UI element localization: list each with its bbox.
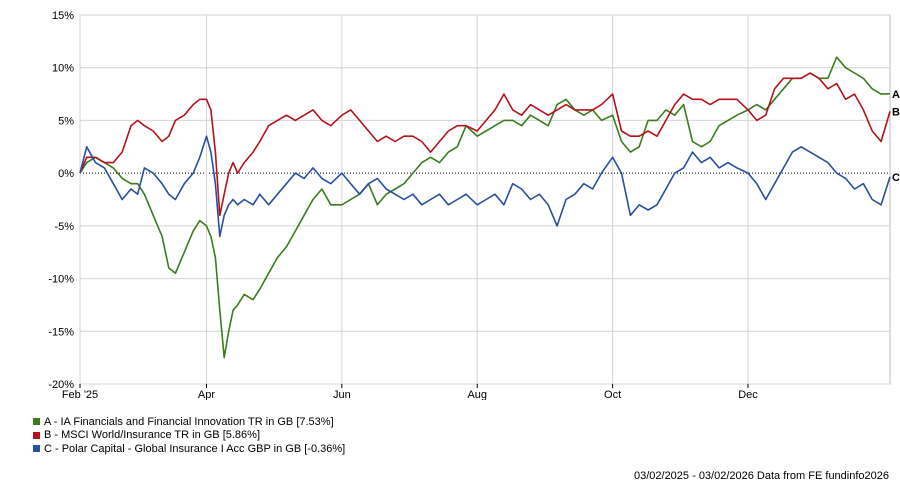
date-range-footer: 03/02/2025 - 03/02/2026 Data from FE fun… — [633, 470, 889, 482]
legend-swatch-c — [33, 445, 40, 452]
legend-label-b: B - MSCI World/Insurance TR in GB [5.86%… — [44, 429, 261, 441]
series-line-b — [79, 72, 891, 217]
x-tick-label: Jun — [333, 389, 351, 400]
y-axis-tick-labels: 15% 10% 5% 0% -5% -10% -15% -20% — [48, 10, 74, 391]
legend-swatch-a — [33, 418, 40, 425]
x-tick-label: Dec — [738, 389, 758, 400]
line-chart: 15% 10% 5% 0% -5% -10% -15% -20% Feb '25 Apr Jun A… — [48, 10, 900, 400]
legend-label-a: A - IA Financials and Financial Innovati… — [44, 415, 334, 428]
series-end-label-a: A — [892, 89, 900, 101]
series-end-label-c: C — [892, 172, 900, 184]
x-tick-label: Oct — [604, 389, 621, 400]
series-end-label-b: B — [892, 106, 900, 118]
y-tick-label: 5% — [58, 115, 74, 127]
series-line-c — [79, 135, 891, 238]
series-lines — [79, 56, 891, 359]
legend: A - IA Financials and Financial Innovati… — [33, 415, 345, 456]
x-tick-label: Feb '25 — [62, 389, 98, 400]
x-tick-label: Aug — [467, 389, 487, 400]
y-tick-label: 10% — [52, 63, 74, 75]
y-tick-label: -15% — [48, 326, 74, 338]
legend-item-a: A - IA Financials and Financial Innovati… — [33, 415, 345, 428]
y-tick-label: -20% — [48, 379, 74, 391]
x-axis-tick-labels: Feb '25 Apr Jun Aug Oct Dec — [62, 389, 758, 400]
y-tick-label: -10% — [48, 274, 74, 286]
x-tick-label: Apr — [198, 389, 215, 400]
grid — [79, 14, 891, 388]
y-tick-label: -5% — [54, 221, 74, 233]
series-end-labels: AB C — [892, 89, 900, 184]
legend-item-b: B - MSCI World/Insurance TR in GB [5.86%… — [33, 429, 345, 442]
y-tick-label: 0% — [58, 168, 74, 180]
y-tick-label: 15% — [52, 10, 74, 22]
series-line-a — [79, 56, 891, 359]
legend-swatch-b — [33, 431, 40, 439]
legend-item-c: C - Polar Capital - Global Insurance I A… — [33, 442, 345, 455]
legend-label-c: C - Polar Capital - Global Insurance I A… — [44, 442, 346, 455]
